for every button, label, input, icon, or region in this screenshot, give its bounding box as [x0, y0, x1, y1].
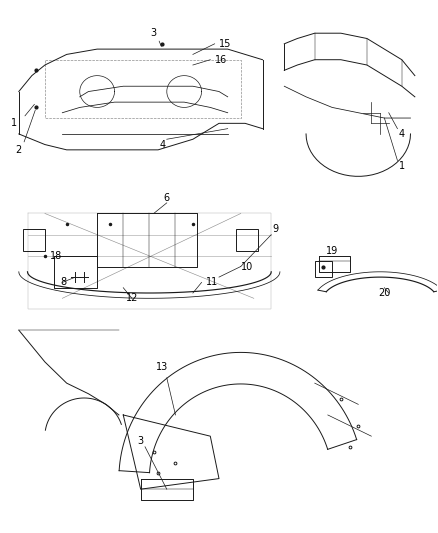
Text: 10: 10	[241, 262, 253, 271]
Text: 1: 1	[11, 118, 18, 128]
Text: 6: 6	[164, 192, 170, 203]
Text: 4: 4	[159, 140, 166, 150]
Bar	[237, 229, 258, 251]
Text: 15: 15	[219, 39, 231, 49]
Text: 4: 4	[399, 129, 405, 139]
Text: 12: 12	[126, 293, 138, 303]
Text: 19: 19	[326, 246, 338, 256]
Text: 2: 2	[16, 145, 22, 155]
Text: 20: 20	[378, 288, 391, 298]
Bar	[315, 261, 332, 277]
Text: 16: 16	[215, 55, 227, 64]
Text: 3: 3	[151, 28, 157, 38]
Bar	[23, 229, 45, 251]
Text: 9: 9	[272, 224, 279, 235]
Text: 11: 11	[206, 277, 218, 287]
Text: 13: 13	[156, 362, 169, 372]
Text: 8: 8	[60, 277, 67, 287]
Text: 1: 1	[399, 161, 405, 171]
Text: 18: 18	[50, 251, 62, 261]
Text: 3: 3	[138, 437, 144, 447]
